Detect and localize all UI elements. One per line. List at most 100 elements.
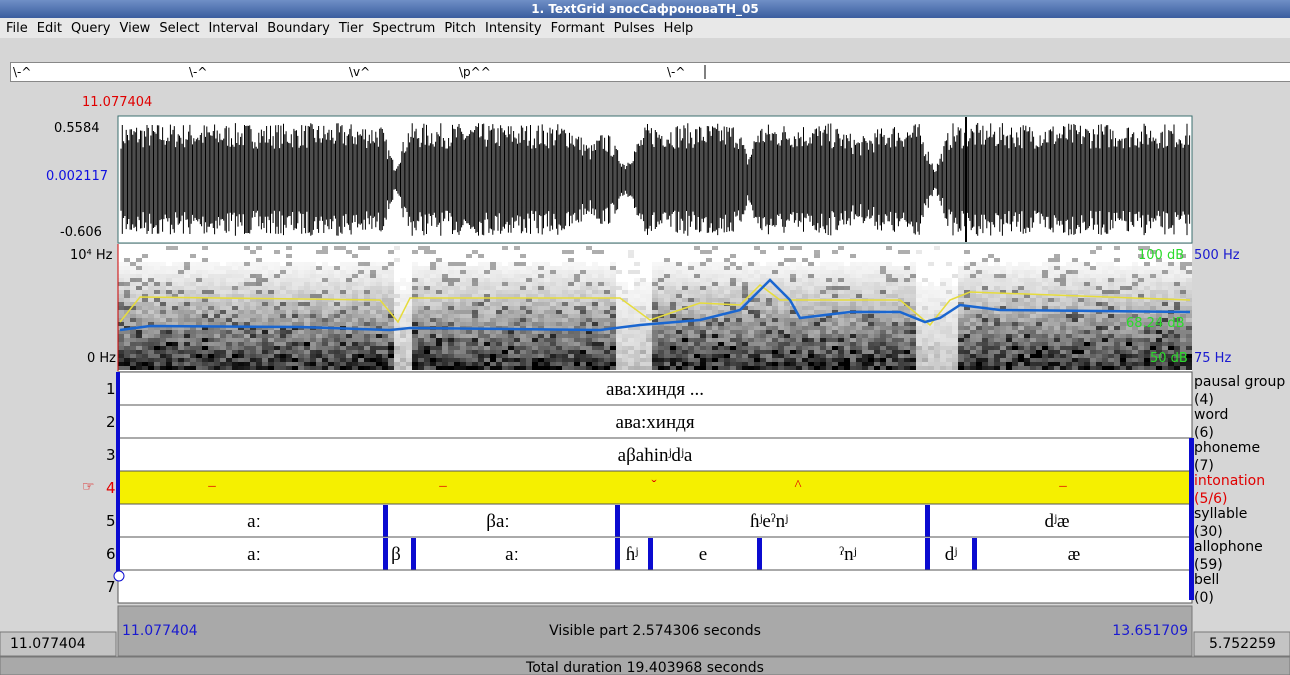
spectrogram-cell [688, 362, 694, 366]
spectrogram-cell [952, 314, 958, 318]
spectrogram-cell [556, 342, 562, 346]
spectrogram-cell [358, 246, 364, 250]
spectrogram-cell [136, 306, 142, 310]
spectrogram-cell [1012, 362, 1018, 366]
total-duration[interactable]: Total duration 19.403968 seconds [526, 660, 764, 675]
spectrogram-cell [496, 318, 502, 322]
menu-item[interactable]: Edit [36, 21, 62, 36]
spectrogram-cell [274, 350, 280, 354]
spectrogram-cell [430, 310, 436, 314]
spectrogram-cell [1186, 306, 1192, 310]
spectrogram-cell [208, 366, 214, 370]
spectrogram-cell [856, 290, 862, 294]
spectrogram-cell [1126, 302, 1132, 306]
menu-item[interactable]: Tier [338, 21, 364, 36]
spectrogram-cell [352, 290, 358, 294]
spectrogram-cell [994, 314, 1000, 318]
spectrogram-cell [178, 342, 184, 346]
spectrogram-cell [718, 358, 724, 362]
menu-item[interactable]: Boundary [267, 21, 330, 36]
spectrogram-cell [646, 354, 652, 358]
spectrogram-cell [814, 270, 820, 274]
menu-item[interactable]: Intensity [485, 21, 542, 36]
spectrogram-cell [814, 346, 820, 350]
spectrogram-cell [946, 322, 952, 326]
spectrogram-cell [844, 270, 850, 274]
menu-item[interactable]: Interval [208, 21, 259, 36]
text-field[interactable]: \-^ \-^ \v^ \p^^ \-^ [10, 62, 1290, 82]
spectrogram-cell [592, 338, 598, 342]
spectrogram-cell [562, 330, 568, 334]
menu-item[interactable]: File [6, 21, 28, 36]
spectrogram-cell [538, 330, 544, 334]
spectrogram-cell [1066, 330, 1072, 334]
spectrogram-cell [862, 306, 868, 310]
menu-item[interactable]: Query [70, 21, 111, 36]
spectrogram-cell [856, 274, 862, 278]
spectrogram-cell [874, 318, 880, 322]
spectrogram-cell [310, 302, 316, 306]
spectrogram-cell [910, 334, 916, 338]
menu-item[interactable]: Pulses [613, 21, 655, 36]
spectrogram-cell [544, 346, 550, 350]
spectrogram-cell [1066, 326, 1072, 330]
spectrogram-cell [298, 306, 304, 310]
spectrogram-cell [616, 298, 622, 302]
spectrogram-cell [352, 338, 358, 342]
menu-item[interactable]: Pitch [444, 21, 476, 36]
spectrogram-cell [460, 334, 466, 338]
spectrogram-cell [874, 286, 880, 290]
spectrogram-cell [502, 298, 508, 302]
spectrogram-cell [226, 366, 232, 370]
spectrogram-cell [298, 358, 304, 362]
spectrogram-cell [802, 258, 808, 262]
spectrogram-cell [904, 318, 910, 322]
window-end[interactable]: 5.752259 [1209, 636, 1276, 652]
menu-item[interactable]: Formant [550, 21, 605, 36]
spectrogram-cell [592, 346, 598, 350]
spectrogram-cell [1174, 318, 1180, 322]
spectrogram-cell [220, 358, 226, 362]
tier-count: (5/6) [1194, 491, 1228, 507]
spectrogram-cell [460, 310, 466, 314]
spectrogram-cell [1042, 358, 1048, 362]
spectrogram-cell [1174, 302, 1180, 306]
spectrogram-cell [1012, 326, 1018, 330]
spectrogram-cell [994, 270, 1000, 274]
spectrogram-cell [454, 270, 460, 274]
spectrogram-cell [664, 286, 670, 290]
spectrogram-cell [964, 262, 970, 266]
spectrogram-cell [514, 362, 520, 366]
spectrogram-cell [142, 254, 148, 258]
spectrogram-cell [832, 306, 838, 310]
spectrogram-cell [808, 358, 814, 362]
spectrogram-cell [1126, 326, 1132, 330]
spectrogram-cell [280, 362, 286, 366]
spectrogram-cell [1174, 330, 1180, 334]
spectrogram-cell [604, 362, 610, 366]
spectrogram-cell [1018, 282, 1024, 286]
spectrogram-cell [544, 302, 550, 306]
spectrogram-cell [988, 294, 994, 298]
window-start[interactable]: 11.077404 [10, 636, 86, 652]
spectrogram-cell [298, 322, 304, 326]
menu-item[interactable]: View [119, 21, 151, 36]
spectrogram-cell [358, 358, 364, 362]
spectrogram-cell [124, 362, 130, 366]
spectrogram-cell [718, 350, 724, 354]
spectrogram-cell [466, 354, 472, 358]
spectrogram-cell [352, 322, 358, 326]
menu-item[interactable]: Select [159, 21, 200, 36]
spectrogram-cell [856, 302, 862, 306]
spectrogram-cell [508, 286, 514, 290]
menu-item[interactable]: Spectrum [372, 21, 436, 36]
spectrogram-cell [838, 322, 844, 326]
spectrogram-cell [598, 274, 604, 278]
spectrogram-cell [508, 270, 514, 274]
intensity-mid: 68.24 dB [1126, 316, 1185, 331]
menu-item[interactable]: Help [663, 21, 694, 36]
spectrogram-cell [532, 294, 538, 298]
spectrogram-cell [622, 362, 628, 366]
spectrogram-cell [706, 298, 712, 302]
spectrogram-cell [1036, 294, 1042, 298]
